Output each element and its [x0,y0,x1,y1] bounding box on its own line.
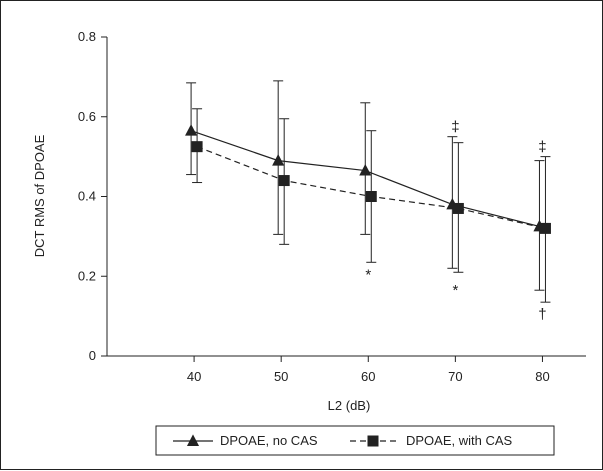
data-point [272,154,285,166]
data-point [359,163,372,176]
plot-area: * ‡ * ‡ † [185,80,551,323]
y-tick-label: 0 [89,348,96,363]
data-point [539,222,551,234]
data-point [278,175,290,187]
significance-mark: ‡ [451,119,459,136]
x-tick-label: 50 [274,369,288,384]
x-axis-label: L2 (dB) [328,398,371,413]
y-tick-label: 0.4 [78,189,96,204]
data-point [191,141,203,153]
data-point [452,202,464,214]
legend-marker [186,434,200,446]
significance-mark: ‡ [538,139,546,156]
x-tick-label: 70 [448,369,462,384]
data-point [185,124,198,136]
series-2 [191,108,551,303]
y-axis-label: DCT RMS of DPOAE [32,134,47,257]
axes: 0 0.2 0.4 0.6 0.8 40 50 60 70 80 [78,29,586,384]
legend-marker [367,435,379,447]
data-point [365,191,377,202]
significance-mark: * [452,282,458,299]
legend-label: DPOAE, with CAS [406,433,513,448]
x-tick-label: 80 [535,369,549,384]
y-tick-label: 0.8 [78,29,96,44]
y-tick-label: 0.2 [78,268,96,283]
x-tick-label: 60 [361,369,375,384]
significance-mark: * [365,266,371,283]
y-tick-label: 0.6 [78,109,96,124]
x-tick-label: 40 [187,369,201,384]
series-1 [185,80,546,291]
significance-mark: † [538,306,546,323]
legend-label: DPOAE, no CAS [220,433,318,448]
legend: DPOAE, no CAS DPOAE, with CAS [155,425,555,456]
